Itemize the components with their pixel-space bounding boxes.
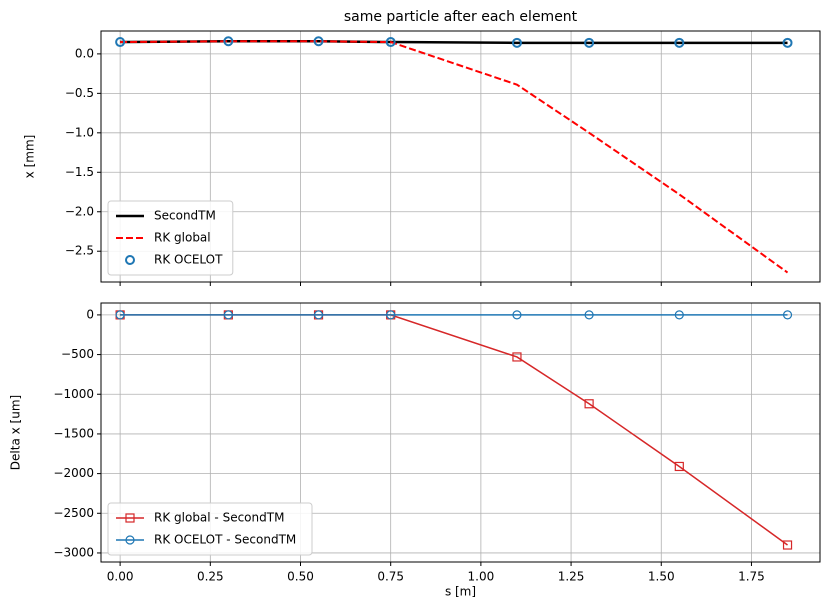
- y-tick-label: 0: [86, 307, 94, 321]
- data-point: [782, 37, 793, 48]
- legend-label: RK OCELOT - SecondTM: [154, 533, 296, 547]
- x-tick-label: 1.75: [738, 570, 765, 584]
- plot-frame: [100, 302, 821, 563]
- y-tick-label: −0.5: [65, 86, 94, 100]
- y-tick-label: −500: [61, 347, 94, 361]
- y-tick-label: −2000: [53, 466, 94, 480]
- data-point: [674, 310, 684, 320]
- legend-marker: [125, 535, 135, 545]
- legend-label: RK global: [154, 231, 211, 245]
- y-tick-label: −3000: [53, 545, 94, 559]
- x-tick-label: 0.50: [287, 570, 314, 584]
- legend-label: SecondTM: [154, 209, 216, 223]
- legend-box: [107, 200, 234, 276]
- data-point: [313, 310, 324, 320]
- y-tick-label: −2500: [53, 506, 94, 520]
- y-tick-label: −1.0: [65, 125, 94, 139]
- y-tick-label: −1000: [53, 387, 94, 401]
- data-point: [782, 540, 793, 550]
- data-point: [385, 37, 396, 48]
- data-point: [115, 37, 126, 48]
- data-point: [511, 37, 522, 48]
- legend-label: RK OCELOT: [154, 253, 223, 267]
- plot-frame: [100, 30, 821, 283]
- x-tick-label: 0.75: [377, 570, 404, 584]
- y-tick-label: −1.5: [65, 165, 94, 179]
- data-point: [512, 352, 522, 362]
- x-tick-label: 1.00: [468, 570, 495, 584]
- data-point: [674, 37, 685, 48]
- legend-marker: [125, 255, 135, 265]
- legend-marker: [125, 513, 135, 523]
- legend-box: [107, 502, 313, 556]
- data-point: [782, 310, 793, 320]
- data-point: [223, 310, 233, 320]
- chart-title: same particle after each element: [344, 9, 578, 25]
- x-axis-label: s [m]: [445, 585, 476, 599]
- data-point: [386, 310, 396, 320]
- data-point: [223, 36, 234, 47]
- y-tick-label: 0.0: [75, 46, 94, 60]
- x-tick-label: 0.25: [197, 570, 224, 584]
- data-point: [674, 461, 684, 472]
- x-tick-label: 0.00: [107, 570, 134, 584]
- data-point: [512, 310, 522, 320]
- x-tick-label: 1.25: [558, 570, 585, 584]
- y-tick-label: −1500: [53, 426, 94, 440]
- data-point: [115, 310, 125, 320]
- data-point: [313, 36, 324, 47]
- series-line: [120, 40, 789, 274]
- data-point: [584, 37, 595, 48]
- data-point: [584, 310, 594, 320]
- y-axis-label: x [mm]: [23, 135, 37, 179]
- legend-label: RK global - SecondTM: [154, 511, 284, 525]
- y-tick-label: −2.0: [65, 204, 94, 218]
- y-tick-label: −2.5: [65, 244, 94, 258]
- y-axis-label: Delta x [um]: [9, 395, 23, 470]
- data-point: [584, 399, 594, 409]
- x-tick-label: 1.50: [648, 570, 675, 584]
